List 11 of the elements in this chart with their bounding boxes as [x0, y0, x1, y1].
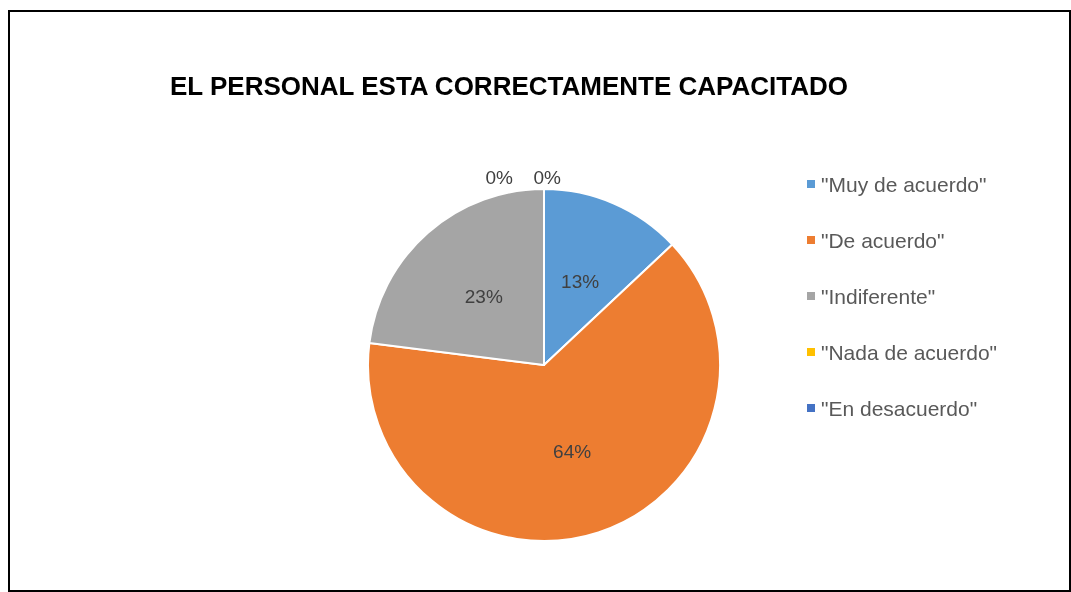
data-label: 23%	[464, 286, 503, 308]
text: 0%	[485, 166, 513, 188]
text: 0%	[533, 166, 561, 188]
chart-title: EL PERSONAL ESTA CORRECTAMENTE CAPACITADO	[170, 71, 848, 101]
data-label: 13%	[561, 270, 600, 292]
legend-label: "De acuerdo"	[821, 228, 945, 252]
data-label: 64%	[553, 441, 592, 463]
legend-label: "Indiferente"	[821, 284, 936, 308]
legend-label: "En desacuerdo"	[821, 396, 978, 420]
legend-label: "Muy de acuerdo"	[821, 172, 987, 196]
legend-label: "Nada de acuerdo"	[821, 340, 998, 364]
